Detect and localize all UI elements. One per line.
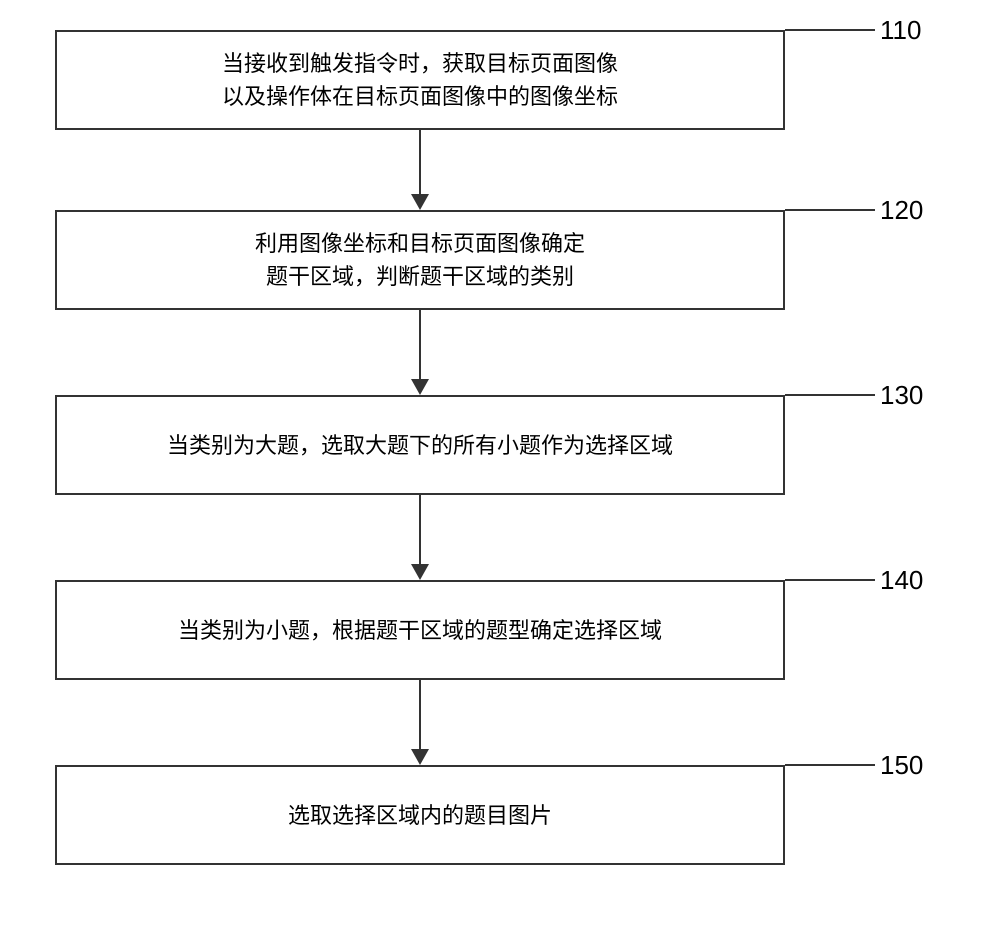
arrow-line: [419, 310, 421, 379]
flow-node-150: 选取选择区域内的题目图片: [55, 765, 785, 865]
node-label-140: 140: [880, 565, 923, 596]
node-text-line2: 以及操作体在目标页面图像中的图像坐标: [222, 84, 618, 109]
node-text: 当类别为小题，根据题干区域的题型确定选择区域: [178, 614, 662, 647]
flow-node-130: 当类别为大题，选取大题下的所有小题作为选择区域: [55, 395, 785, 495]
leader-line-150: [785, 755, 880, 775]
node-text-line1: 利用图像坐标和目标页面图像确定: [255, 231, 585, 256]
arrow-line: [419, 130, 421, 194]
flow-node-120: 利用图像坐标和目标页面图像确定 题干区域，判断题干区域的类别: [55, 210, 785, 310]
node-text-line1: 选取选择区域内的题目图片: [288, 803, 552, 828]
leader-line-120: [785, 200, 880, 220]
node-text-line2: 题干区域，判断题干区域的类别: [266, 264, 574, 289]
node-text: 当接收到触发指令时，获取目标页面图像 以及操作体在目标页面图像中的图像坐标: [222, 47, 618, 113]
node-text: 选取选择区域内的题目图片: [288, 799, 552, 832]
arrow-line: [419, 680, 421, 749]
leader-line-140: [785, 570, 880, 590]
flowchart-container: 当接收到触发指令时，获取目标页面图像 以及操作体在目标页面图像中的图像坐标 11…: [0, 0, 1000, 939]
node-label-110: 110: [880, 15, 921, 46]
node-label-150: 150: [880, 750, 923, 781]
node-text-line1: 当类别为大题，选取大题下的所有小题作为选择区域: [167, 433, 673, 458]
arrow-head-icon: [411, 194, 429, 210]
node-text: 利用图像坐标和目标页面图像确定 题干区域，判断题干区域的类别: [255, 227, 585, 293]
flow-node-110: 当接收到触发指令时，获取目标页面图像 以及操作体在目标页面图像中的图像坐标: [55, 30, 785, 130]
node-text-line1: 当接收到触发指令时，获取目标页面图像: [222, 51, 618, 76]
node-label-120: 120: [880, 195, 923, 226]
leader-line-130: [785, 385, 880, 405]
arrow-head-icon: [411, 564, 429, 580]
node-text: 当类别为大题，选取大题下的所有小题作为选择区域: [167, 429, 673, 462]
flow-node-140: 当类别为小题，根据题干区域的题型确定选择区域: [55, 580, 785, 680]
arrow-head-icon: [411, 379, 429, 395]
arrow-head-icon: [411, 749, 429, 765]
arrow-line: [419, 495, 421, 564]
node-text-line1: 当类别为小题，根据题干区域的题型确定选择区域: [178, 618, 662, 643]
leader-line-110: [785, 20, 880, 40]
node-label-130: 130: [880, 380, 923, 411]
